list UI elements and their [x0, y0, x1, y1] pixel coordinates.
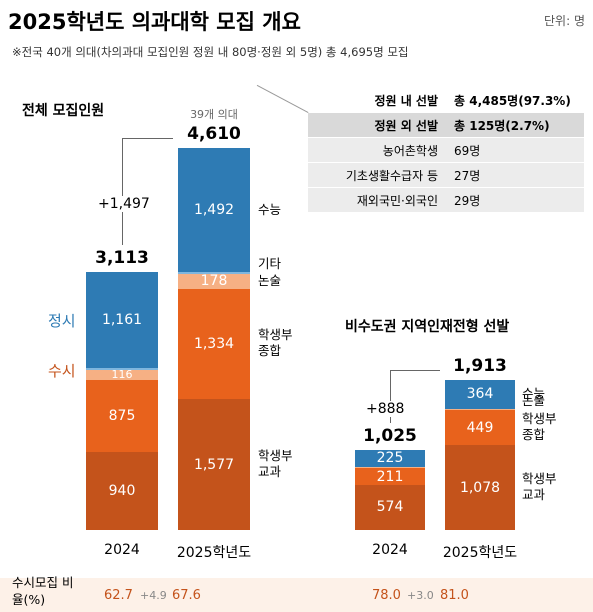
annotation: 39개 의대 [190, 108, 238, 121]
value-label: 875 [108, 407, 136, 424]
table-cell: 69명 [454, 143, 481, 158]
x-tick-label: 2025학년도 [176, 545, 252, 561]
table-cell: 총 125명(2.7%) [454, 118, 550, 133]
bar-segment [445, 445, 515, 530]
total-label: 4,610 [187, 124, 241, 144]
table-cell: 정원 외 선발 [374, 118, 438, 133]
x-tick-label: 2025학년도 [442, 545, 518, 561]
unit: 단위: 명 [544, 14, 585, 28]
bar-segment [86, 452, 158, 530]
legend-label: 학생부 종합 [258, 327, 293, 359]
legend-label: 기타 [258, 255, 282, 271]
value-label: 178 [200, 273, 228, 290]
legend-label: 논술 [258, 273, 282, 289]
table-cell: 재외국민·외국인 [356, 193, 438, 208]
bar-segment [86, 272, 158, 369]
legend-label: 학생부 교과 [258, 447, 293, 479]
table: 정원 내 선발 총 4,485명(97.3%) 정원 외 선발 총 125명(2.7%… [308, 88, 584, 213]
table-row: 기초생활수급자 등 27명 [308, 163, 584, 188]
value-label: 1,078 [459, 479, 501, 496]
ratio-change: +4.9 [140, 589, 167, 602]
ratio-value: 62.7 [104, 588, 133, 603]
bar-segment [86, 368, 158, 370]
legend-label: 수능 [258, 201, 282, 217]
bar-segment [355, 467, 425, 469]
value-label: 1,492 [193, 201, 235, 218]
group-label: 정시 [48, 312, 76, 331]
value-label: 1,161 [101, 312, 143, 329]
bar-segment [178, 274, 250, 289]
bar-segment [355, 449, 425, 468]
bar-segment [86, 369, 158, 380]
bar-segment [178, 271, 250, 275]
chart-title: 비수도권 지역인재전형 선발 [345, 319, 510, 335]
value-label: 1,577 [193, 456, 235, 473]
table-row: 재외국민·외국인 29명 [308, 188, 584, 213]
total-label: 3,113 [95, 248, 149, 269]
table-row: 정원 내 선발 총 4,485명(97.3%) [308, 88, 584, 113]
bar-segment [445, 380, 515, 409]
legend-label: 학생부 종합 [522, 410, 557, 442]
change-label: +888 [366, 400, 405, 417]
x-tick-label: 2024 [372, 542, 408, 558]
group-label: 수시 [48, 362, 76, 381]
table-cell: 기초생활수급자 등 [345, 168, 438, 183]
bracket [122, 138, 173, 246]
legend-label: 수능 [522, 386, 546, 402]
bar-segment [178, 148, 250, 272]
connector [256, 84, 309, 114]
bar-segment [355, 468, 425, 485]
table-row: 농어촌학생 69명 [308, 138, 584, 163]
ratio-label: 수시모집 비율(%) [12, 575, 74, 607]
bracket [390, 370, 440, 423]
bar-segment [178, 399, 250, 530]
table-cell: 농어촌학생 [382, 143, 438, 158]
value-label: 116 [111, 367, 133, 381]
bar-segment [445, 410, 515, 446]
ratio-value: 81.0 [440, 588, 469, 603]
total-label: 1,913 [453, 356, 507, 376]
table-cell: 29명 [454, 193, 481, 208]
ratio-band [0, 578, 593, 612]
bar-segment [178, 288, 250, 400]
table-cell: 정원 내 선발 [374, 93, 438, 108]
ratio-change: +3.0 [407, 589, 434, 602]
total-label: 1,025 [363, 425, 417, 446]
bar-segment [445, 408, 515, 411]
note: ※전국 40개 의대(차의과대 모집인원 정원 내 80명·정원 외 5명) 총… [12, 45, 409, 59]
ratio-value: 67.6 [172, 588, 201, 603]
table-row: 정원 외 선발 총 125명(2.7%) [308, 113, 584, 138]
value-label: 449 [466, 419, 494, 436]
x-tick-label: 2024 [104, 542, 140, 558]
bar-segment [355, 484, 425, 530]
table-cell: 총 4,485명(97.3%) [454, 93, 571, 108]
value-label: 940 [108, 483, 136, 500]
table-cell: 27명 [454, 168, 481, 183]
bar-segment [86, 379, 158, 453]
value-label: 1,334 [193, 336, 235, 353]
legend-label: 논술 [522, 392, 546, 408]
value-label: 225 [376, 450, 404, 467]
chart-title: 전체 모집인원 [22, 103, 105, 119]
ratio-value: 78.0 [372, 588, 401, 603]
value-label: 574 [376, 499, 404, 516]
legend-label: 학생부 교과 [522, 470, 557, 502]
change-label: +1,497 [98, 196, 150, 213]
value-label: 364 [466, 386, 494, 403]
value-label: 211 [376, 468, 404, 485]
title: 2025학년도 의과대학 모집 개요 [8, 10, 301, 34]
